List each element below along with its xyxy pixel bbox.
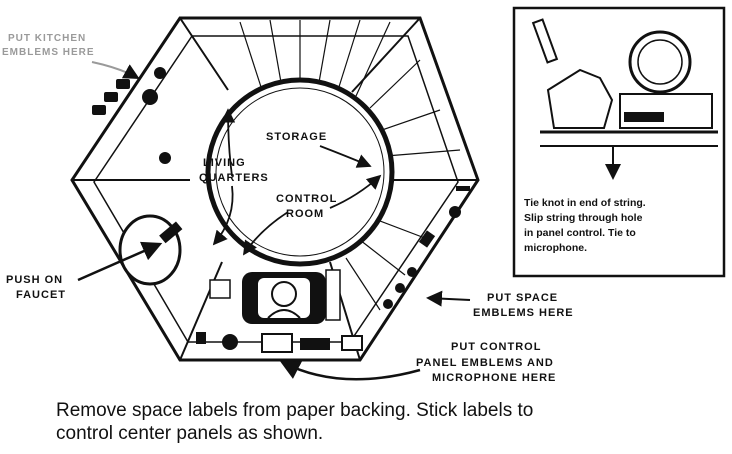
caption-line-1: Remove space labels from paper backing. … (56, 400, 534, 421)
space-emblems-label-2: EMBLEMS HERE (473, 307, 574, 319)
faucet-arrow (77, 241, 163, 282)
control-room-arrow-right (329, 174, 382, 209)
faucet-label-1: PUSH ON (6, 274, 63, 286)
inset-note-line-2: Slip string through hole (524, 212, 643, 224)
caption-line-2: control center panels as shown. (56, 423, 324, 444)
control-room-arrow-left (243, 211, 289, 256)
astronaut-console (242, 272, 326, 324)
storage-label: STORAGE (266, 131, 327, 143)
instruction-caption: Remove space labels from paper backing. … (56, 399, 696, 445)
space-arrow (426, 290, 471, 307)
living-down-arrow (212, 185, 234, 246)
living-up-arrow (220, 108, 236, 177)
inset-note-line-1: Tie knot in end of string. (524, 197, 646, 209)
control-room-label-1: CONTROL (276, 193, 337, 205)
hexagon-illustration (70, 16, 480, 362)
inset-note-line-4: microphone. (524, 242, 587, 254)
kitchen-arrow (91, 61, 140, 79)
inset-panel (512, 6, 726, 278)
control-panel-label-3: MICROPHONE HERE (432, 372, 556, 384)
control-room-label-2: ROOM (286, 208, 324, 220)
living-quarters-label-2: QUARTERS (199, 172, 269, 184)
control-panel-label-2: PANEL EMBLEMS AND (416, 357, 554, 369)
control-panel-label-1: PUT CONTROL (451, 341, 541, 353)
faucet-label-2: FAUCET (16, 289, 66, 301)
kitchen-emblems-label-2: EMBLEMS HERE (2, 47, 95, 58)
storage-arrow (319, 145, 372, 168)
space-emblems-label-1: PUT SPACE (487, 292, 558, 304)
inset-note-line-3: in panel control. Tie to (524, 227, 636, 239)
kitchen-emblems-label-1: PUT KITCHEN (8, 33, 86, 44)
control-panel-arrow (279, 360, 421, 381)
living-quarters-label-1: LIVING (203, 157, 246, 169)
